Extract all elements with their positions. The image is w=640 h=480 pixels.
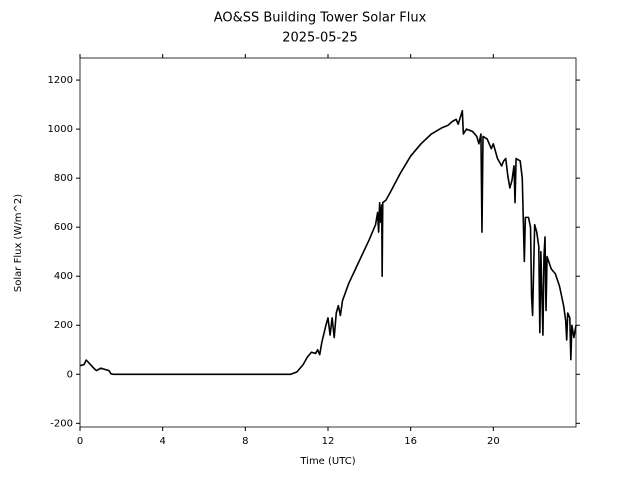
x-tick-label: 16 [404, 436, 417, 447]
y-tick-label: 0 [67, 369, 73, 380]
x-tick-label: 0 [77, 436, 83, 447]
x-tick-label: 20 [487, 436, 500, 447]
y-tick-label: 200 [54, 320, 73, 331]
y-axis-label: Solar Flux (W/m^2) [13, 194, 24, 292]
y-tick-label: 1000 [48, 124, 73, 135]
y-tick-label: 800 [54, 173, 73, 184]
y-tick-label: 1200 [48, 75, 73, 86]
x-tick-label: 8 [242, 436, 248, 447]
chart-subtitle: 2025-05-25 [282, 31, 358, 46]
plot-frame [79, 57, 577, 428]
x-tick-label: 4 [159, 436, 165, 447]
y-tick-label: 400 [54, 271, 73, 282]
y-tick-label: 600 [54, 222, 73, 233]
y-tick-label: -200 [50, 418, 73, 429]
x-axis-label: Time (UTC) [299, 456, 355, 467]
x-tick-label: 12 [322, 436, 335, 447]
chart-title: AO&SS Building Tower Solar Flux [214, 11, 427, 26]
data-line [79, 109, 577, 376]
